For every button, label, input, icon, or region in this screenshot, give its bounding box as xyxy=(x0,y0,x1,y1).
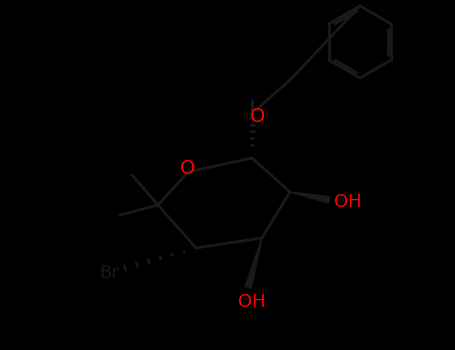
Text: O: O xyxy=(180,159,196,177)
Polygon shape xyxy=(244,238,263,289)
Text: O: O xyxy=(250,106,266,126)
Text: OH: OH xyxy=(334,193,362,211)
Text: Br: Br xyxy=(99,264,119,282)
Text: OH: OH xyxy=(238,293,266,311)
Polygon shape xyxy=(290,191,331,204)
